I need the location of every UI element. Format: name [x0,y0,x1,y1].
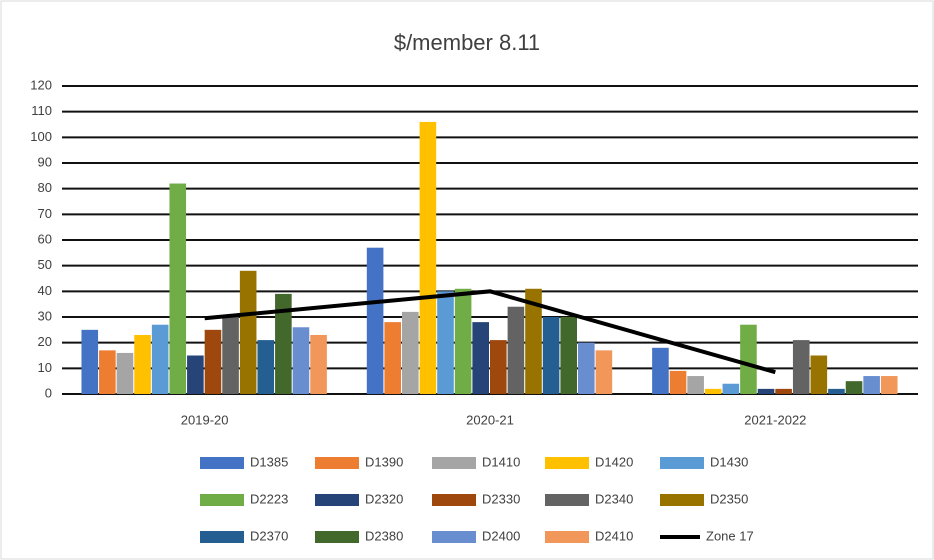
bar [472,322,489,394]
legend-swatch [432,494,476,506]
legend-swatch [200,457,244,469]
y-tick-label: 70 [38,206,52,221]
legend-label: D2400 [482,528,520,543]
legend-label: D1390 [365,454,403,469]
bar [366,247,384,394]
bar [384,322,401,394]
y-tick-label: 100 [30,129,52,144]
legend-swatch [315,531,359,543]
bar [419,121,437,394]
legend-label: D1420 [595,454,633,469]
bar [810,355,828,394]
legend-swatch [432,457,476,469]
legend-label: D1385 [250,454,288,469]
bar [204,329,222,394]
legend-swatch [315,457,359,469]
bar [187,355,204,394]
y-tick-label: 120 [30,77,52,92]
y-tick-label: 20 [38,334,52,349]
bar [740,324,757,394]
bar [507,306,525,394]
y-tick-label: 110 [31,103,52,118]
legend-label: D2410 [595,528,633,543]
bar [669,370,687,394]
bar [116,352,134,394]
legend-label: D2320 [365,491,403,506]
y-tick-label: 80 [38,180,52,195]
legend-swatch [545,457,589,469]
bar [595,350,613,394]
legend-swatch [200,531,244,543]
chart-title: $/member 8.11 [394,30,540,55]
x-tick-label: 2020-21 [466,412,514,427]
legend-label: Zone 17 [706,528,754,543]
legend-label: D2340 [595,491,633,506]
legend-swatch [315,494,359,506]
bar [775,388,792,394]
bar [704,388,722,394]
y-tick-label: 60 [38,231,52,246]
y-tick-label: 30 [38,308,52,323]
bar [257,340,275,394]
legend-label: D1410 [482,454,520,469]
legend-label: D2350 [710,491,748,506]
bar [828,388,845,394]
legend-label: D2223 [250,491,288,506]
y-tick-label: 40 [38,283,52,298]
bar [81,329,99,394]
bar [880,376,898,394]
bar [490,340,507,394]
legend-swatch [200,494,244,506]
y-tick-label: 90 [38,154,52,169]
x-tick-label: 2021-2022 [744,412,806,427]
bar [292,327,310,394]
bar [560,317,577,394]
bar [578,342,595,394]
bar [151,324,169,394]
legend-label: D2380 [365,528,403,543]
line-series [204,289,776,375]
bar [542,317,560,394]
y-tick-label: 50 [38,257,52,272]
legend-swatch [545,494,589,506]
bar [437,291,454,394]
bar [134,334,151,394]
legend-swatch [660,457,704,469]
legend-label: D2330 [482,491,520,506]
bar [239,270,257,394]
legend-swatch [545,531,589,543]
bar [792,340,810,394]
x-tick-label: 2019-20 [181,412,229,427]
bar [402,311,419,394]
legend-label: D1430 [710,454,748,469]
bar [845,381,863,394]
bar [722,383,740,394]
bar [454,288,472,394]
bar [863,376,880,394]
bar [652,347,669,394]
bar [275,293,292,394]
bar [310,334,327,394]
y-tick-label: 10 [38,360,52,375]
legend-swatch [432,531,476,543]
bar [525,288,542,394]
legend-label: D2370 [250,528,288,543]
bar [687,376,704,394]
legend-swatch [660,494,704,506]
bar [169,183,187,394]
bar [757,388,775,394]
bar [222,317,239,394]
bar [99,350,116,394]
y-tick-label: 0 [45,385,52,400]
